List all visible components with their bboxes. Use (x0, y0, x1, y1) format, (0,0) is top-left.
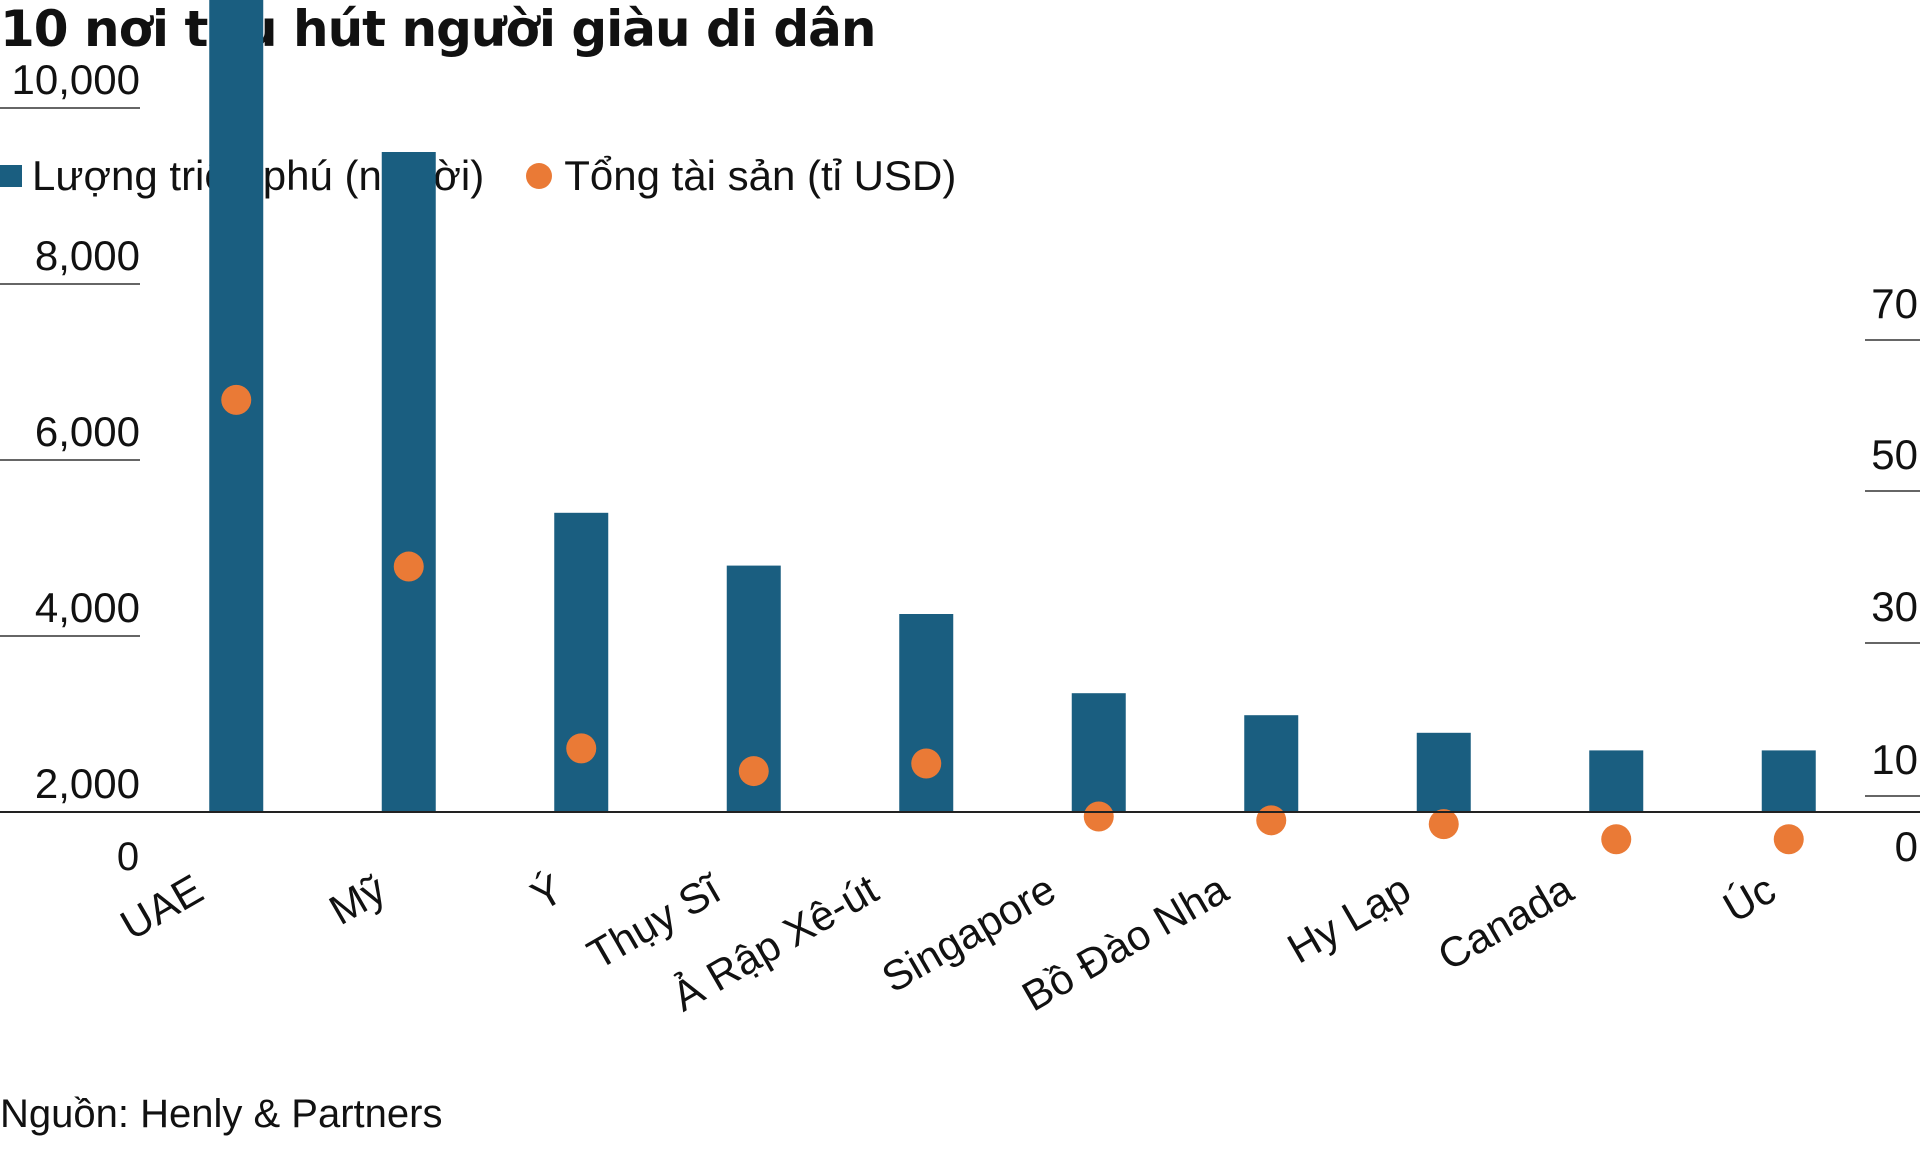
category-label: Canada (1430, 865, 1581, 980)
dot (221, 385, 251, 415)
right-tick-label: 10 (1871, 736, 1918, 783)
dots (221, 385, 1804, 854)
dot (1601, 824, 1631, 854)
dot (1774, 824, 1804, 854)
dot (566, 733, 596, 763)
bar (1072, 693, 1126, 812)
category-label: Ý (523, 865, 571, 920)
left-tick-label: 2,000 (35, 760, 140, 807)
category-label: Hy Lạp (1280, 865, 1419, 972)
category-label: Mỹ (321, 865, 393, 934)
category-label: Úc (1715, 865, 1783, 931)
right-tick-label: 70 (1871, 280, 1918, 327)
bar (1762, 750, 1816, 812)
bars (209, 0, 1816, 812)
dot (1256, 805, 1286, 835)
right-tick-label: 50 (1871, 431, 1918, 478)
right-tick-label: 30 (1871, 583, 1918, 630)
bar (382, 152, 436, 812)
dot (739, 756, 769, 786)
source-note: Nguồn: Henly & Partners (0, 1092, 442, 1137)
dot (1429, 809, 1459, 839)
bar (899, 614, 953, 812)
left-tick-label: 6,000 (35, 408, 140, 455)
left-tick-label: 8,000 (35, 232, 140, 279)
bar (554, 513, 608, 812)
left-tick-label: 4,000 (35, 584, 140, 631)
dot (1084, 802, 1114, 832)
dot (394, 552, 424, 582)
bar (1244, 715, 1298, 812)
left-tick-label: 0 (117, 835, 139, 879)
left-tick-label: 10,000 (12, 56, 140, 103)
dot (911, 749, 941, 779)
bar (1589, 750, 1643, 812)
right-axis: 0 10 30 50 70 (1865, 280, 1920, 870)
bar (1417, 733, 1471, 812)
right-tick-label: 0 (1895, 823, 1918, 870)
